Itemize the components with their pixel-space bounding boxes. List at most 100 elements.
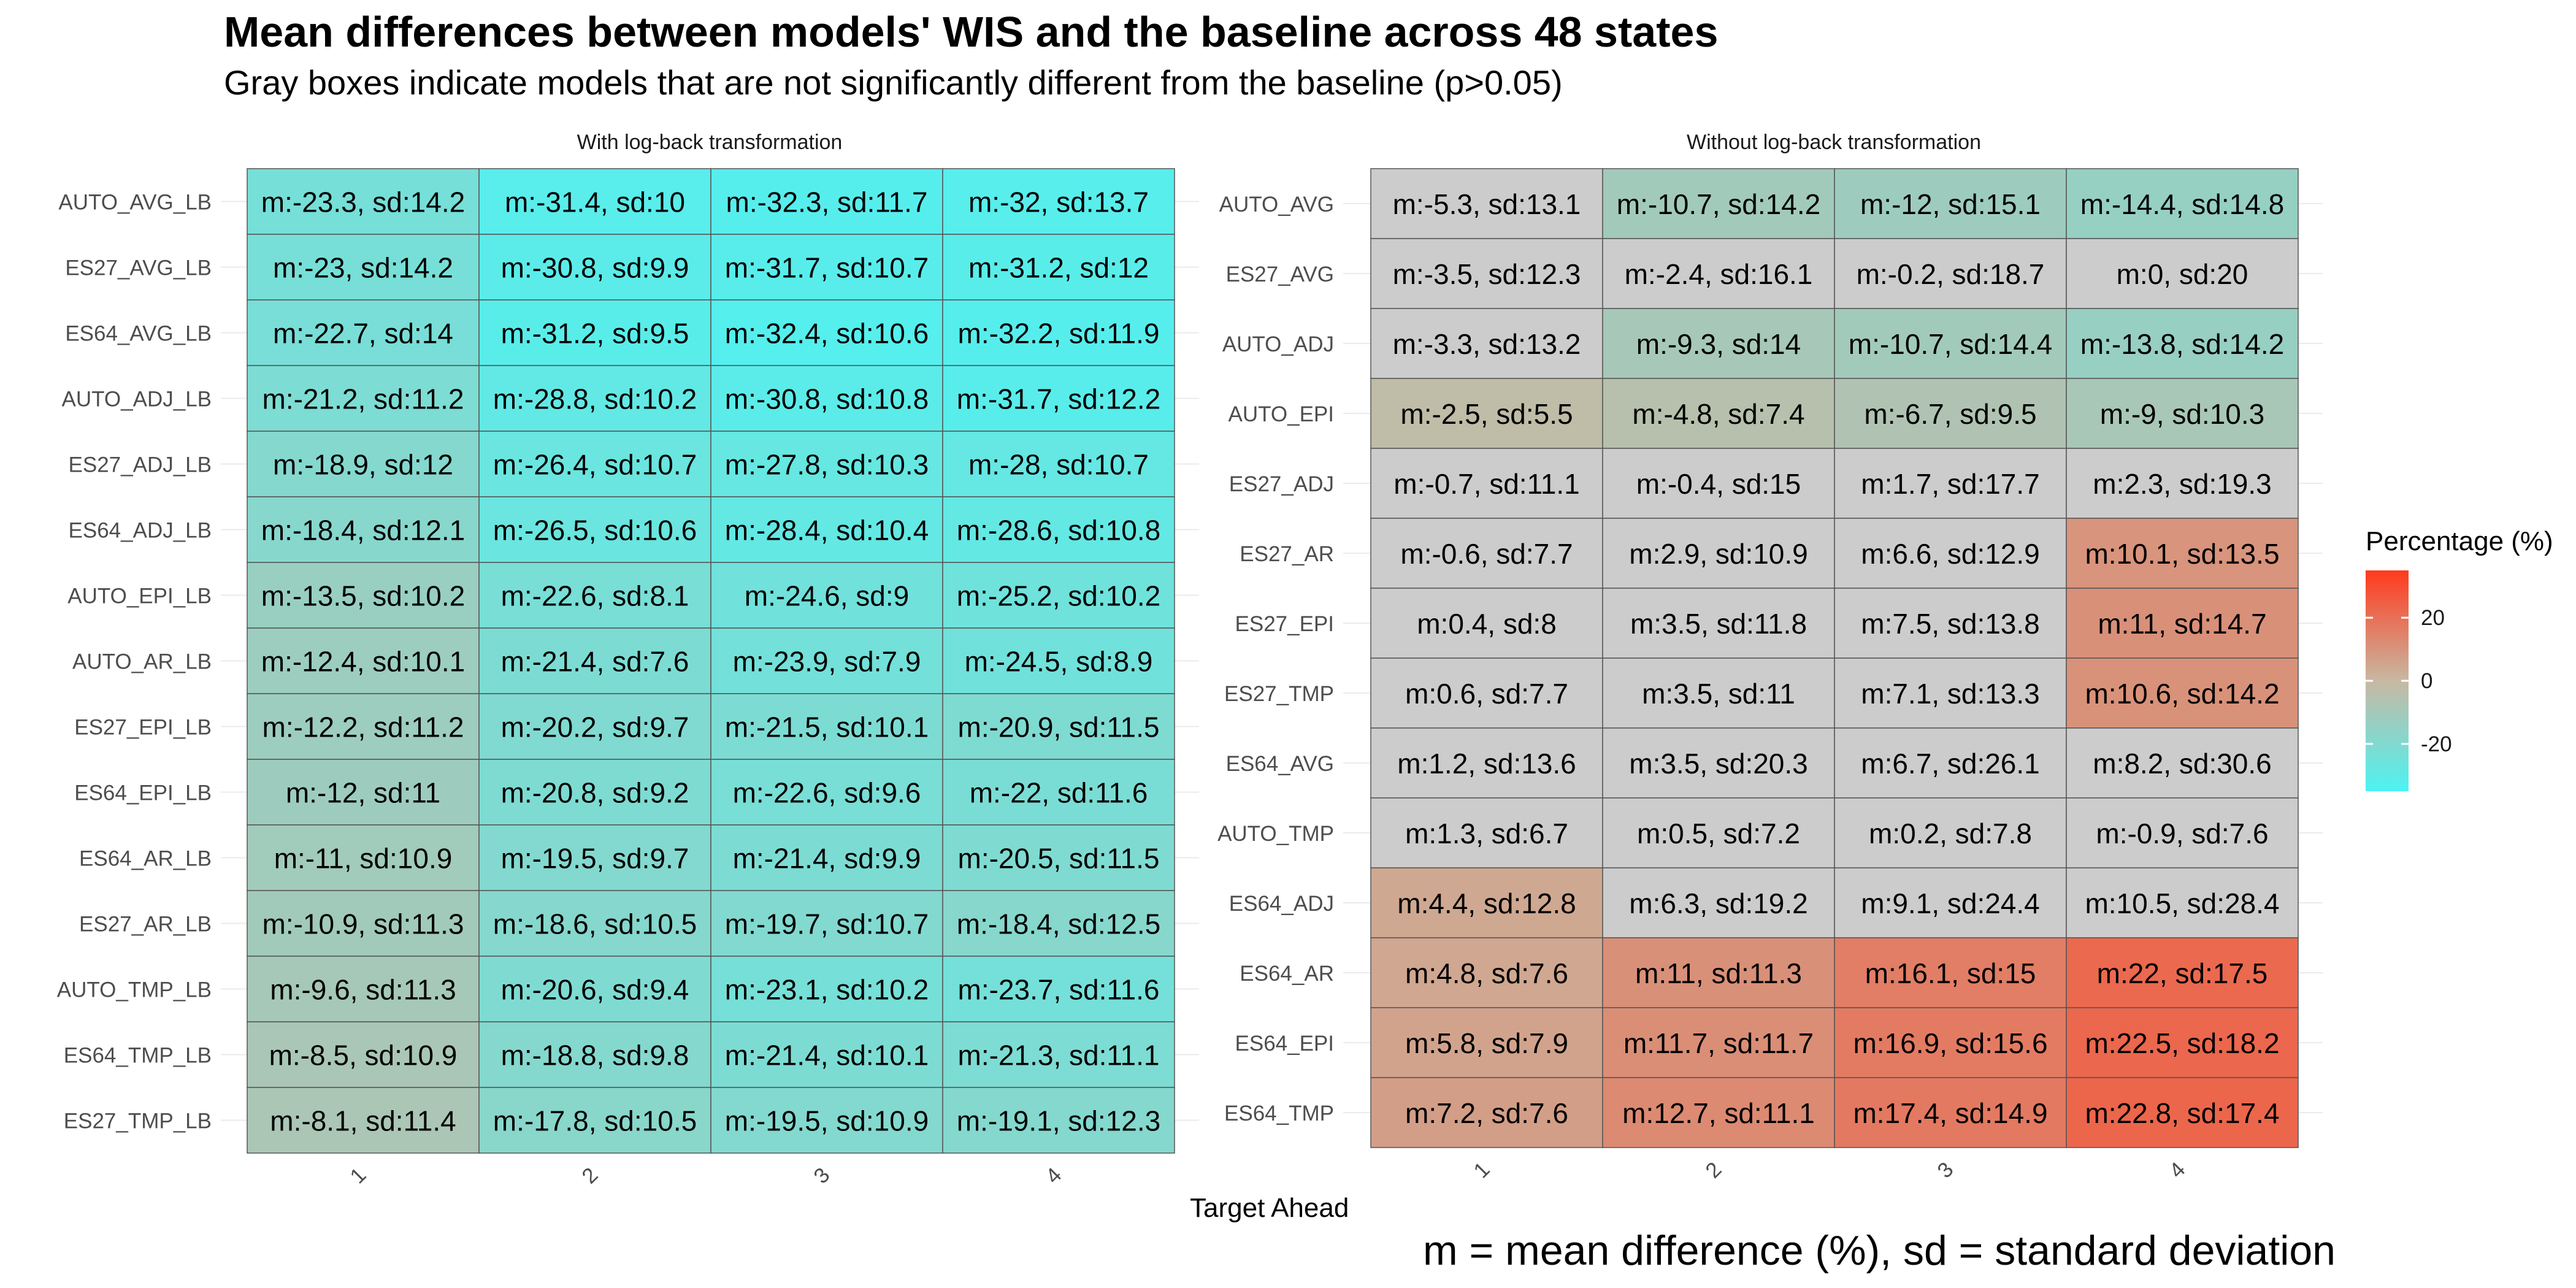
y-tick-label: AUTO_AVG <box>1219 193 1334 217</box>
heatmap-cell <box>710 759 943 826</box>
y-tick-label: AUTO_ADJ_LB <box>62 388 212 412</box>
heatmap-cell <box>1834 1077 2067 1148</box>
heatmap-cell <box>942 1021 1175 1088</box>
heatmap-cell <box>247 890 480 957</box>
y-tick-label: AUTO_ADJ <box>1222 332 1334 356</box>
heatmap-cell <box>1834 867 2067 938</box>
cell-label: m:11, sd:11.3 <box>1635 957 1802 989</box>
heatmap-cell <box>478 431 711 497</box>
cell-label: m:10.6, sd:14.2 <box>2085 678 2279 710</box>
cell-label: m:-21.3, sd:11.1 <box>958 1040 1160 1071</box>
heatmap-cell <box>247 562 480 629</box>
y-tick-label: AUTO_EPI_LB <box>67 585 212 608</box>
cell-label: m:12.7, sd:11.1 <box>1622 1097 1815 1129</box>
heatmap-cell <box>1602 168 1835 239</box>
heatmap-cell <box>1602 238 1835 309</box>
cell-label: m:-20.5, sd:11.5 <box>958 843 1160 875</box>
cell-label: m:-23.9, sd:7.9 <box>733 646 921 678</box>
cell-label: m:1.2, sd:13.6 <box>1397 748 1576 780</box>
cell-label: m:6.3, sd:19.2 <box>1629 887 1808 919</box>
cell-label: m:2.3, sd:19.3 <box>2093 468 2272 500</box>
heatmap-cell <box>478 627 711 694</box>
cell-label: m:0.2, sd:7.8 <box>1869 818 2032 849</box>
y-tick-label: ES64_AR_LB <box>79 847 212 871</box>
cell-label: m:-0.2, sd:18.7 <box>1857 258 2045 290</box>
x-tick-label: 3 <box>1933 1157 1958 1183</box>
cell-label: m:16.9, sd:15.6 <box>1853 1027 2047 1059</box>
cell-label: m:-22.6, sd:8.1 <box>501 580 689 612</box>
heatmap-cell <box>478 824 711 891</box>
cell-label: m:-32.2, sd:11.9 <box>958 318 1160 350</box>
heatmap-cell <box>1834 657 2067 729</box>
heatmap-cell <box>1602 657 1835 729</box>
heatmap-cell <box>710 1087 943 1154</box>
heatmap-cell <box>942 299 1175 366</box>
y-tick-label: AUTO_TMP_LB <box>57 978 212 1002</box>
cell-label: m:-32.3, sd:11.7 <box>726 186 928 218</box>
y-tick-label: ES27_TMP <box>1224 682 1334 706</box>
cell-label: m:9.1, sd:24.4 <box>1861 887 2040 919</box>
cell-label: m:-17.8, sd:10.5 <box>493 1105 697 1137</box>
cell-label: m:8.2, sd:30.6 <box>2093 748 2272 780</box>
heatmap-cell <box>478 496 711 563</box>
heatmap-cell <box>1370 867 1603 938</box>
heatmap-cell <box>1602 308 1835 379</box>
heatmap-cell <box>1834 238 2067 309</box>
cell-label: m:10.1, sd:13.5 <box>2085 538 2279 570</box>
heatmap-cell <box>942 956 1175 1022</box>
cell-label: m:-12.2, sd:11.2 <box>263 711 464 743</box>
cell-label: m:-31.4, sd:10 <box>505 186 685 218</box>
heatmap-cell <box>710 693 943 760</box>
cell-label: m:-12, sd:15.1 <box>1860 188 2041 220</box>
cell-label: m:-9, sd:10.3 <box>2100 398 2264 430</box>
cell-label: m:-23.1, sd:10.2 <box>725 974 929 1006</box>
heatmap-cell <box>942 1087 1175 1154</box>
cell-label: m:-20.6, sd:9.4 <box>501 974 689 1006</box>
cell-label: m:11.7, sd:11.7 <box>1623 1027 1814 1059</box>
heatmap-cell <box>478 890 711 957</box>
heatmap-cell <box>247 365 480 432</box>
heatmap-cell <box>710 1021 943 1088</box>
heatmap-cell <box>247 627 480 694</box>
heatmap-cell <box>478 365 711 432</box>
cell-label: m:-18.4, sd:12.1 <box>261 515 465 546</box>
cell-label: m:-31.7, sd:12.2 <box>957 383 1160 415</box>
legend-tick-label: 20 <box>2421 606 2445 630</box>
heatmap-cell <box>942 234 1175 301</box>
heatmap-cell <box>710 824 943 891</box>
heatmap-cell <box>942 365 1175 432</box>
cell-label: m:-19.5, sd:10.9 <box>725 1105 929 1137</box>
cell-label: m:-18.6, sd:10.5 <box>493 908 697 940</box>
y-tick-label: ES27_AR_LB <box>79 913 212 937</box>
heatmap-cell <box>710 890 943 957</box>
chart-title: Mean differences between models' WIS and… <box>224 8 1719 56</box>
heatmap-cell <box>478 1021 711 1088</box>
cell-label: m:2.9, sd:10.9 <box>1629 538 1808 570</box>
cell-label: m:-26.4, sd:10.7 <box>493 449 697 481</box>
cell-label: m:-20.9, sd:11.5 <box>958 711 1160 743</box>
heatmap-cell <box>942 431 1175 497</box>
x-tick-label: 2 <box>1701 1157 1726 1183</box>
y-tick-label: ES27_TMP_LB <box>64 1110 212 1133</box>
cell-label: m:-3.5, sd:12.3 <box>1393 258 1581 290</box>
heatmap-cell <box>1602 378 1835 449</box>
cell-label: m:-11, sd:10.9 <box>274 843 453 875</box>
heatmap-cell <box>2066 378 2299 449</box>
cell-label: m:-18.8, sd:9.8 <box>501 1040 689 1071</box>
heatmap-cell <box>247 168 480 235</box>
heatmap-cell <box>247 431 480 497</box>
cell-label: m:6.7, sd:26.1 <box>1861 748 2040 780</box>
cell-label: m:-27.8, sd:10.3 <box>725 449 929 481</box>
legend-title: Percentage (%) <box>2366 526 2553 556</box>
x-tick-label: 3 <box>809 1163 834 1188</box>
cell-label: m:-30.8, sd:9.9 <box>501 252 689 284</box>
heatmap-cell <box>2066 1007 2299 1078</box>
y-tick-label: AUTO_TMP <box>1217 822 1334 846</box>
cell-label: m:-6.7, sd:9.5 <box>1864 398 2036 430</box>
heatmap-cell <box>1602 797 1835 868</box>
cell-label: m:-32.4, sd:10.6 <box>725 318 929 350</box>
cell-label: m:-8.1, sd:11.4 <box>270 1105 456 1137</box>
heatmap-cell <box>710 956 943 1022</box>
cell-label: m:-31.7, sd:10.7 <box>725 252 929 284</box>
cell-label: m:-14.4, sd:14.8 <box>2080 188 2284 220</box>
